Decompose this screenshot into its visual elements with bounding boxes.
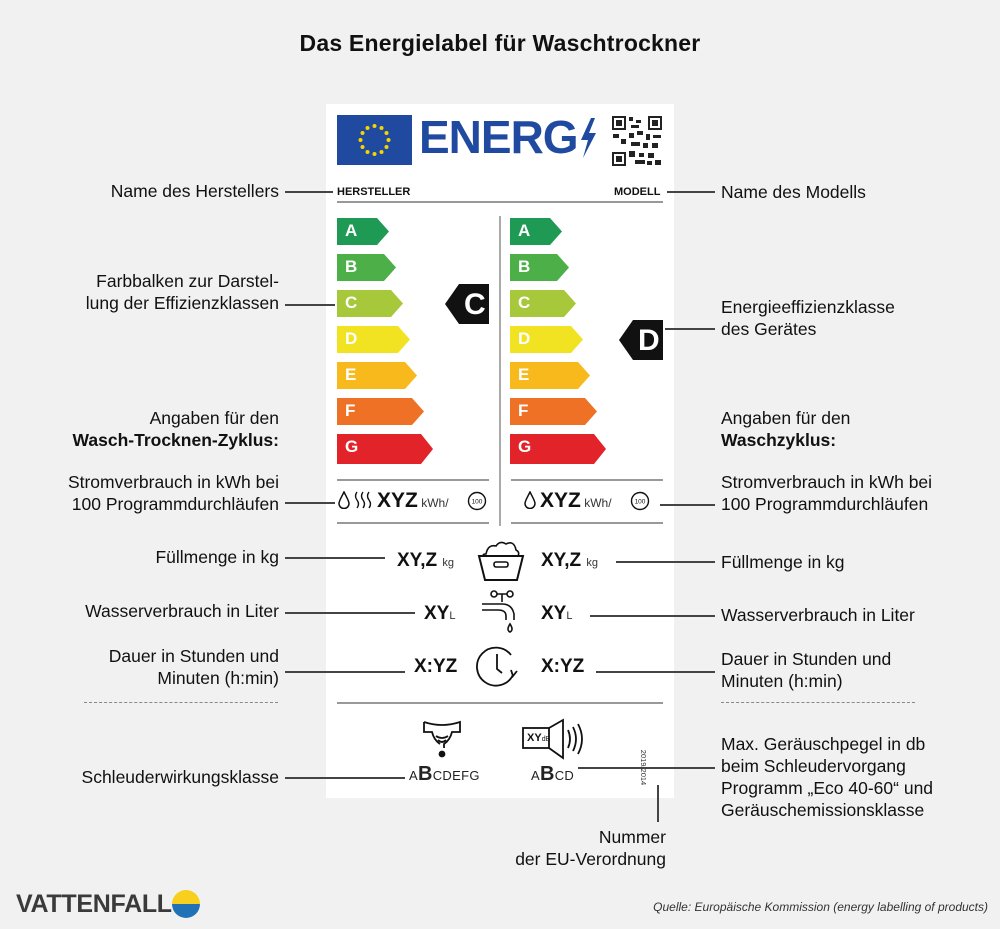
lightning-icon xyxy=(578,118,598,163)
capacity-value-wash-dry: XY,Z kg xyxy=(397,550,455,571)
divider xyxy=(337,479,489,481)
annotation-noise: Max. Geräuschpegel in db beim Schleudervo… xyxy=(721,734,934,820)
leader-line xyxy=(285,777,405,779)
annotation-duration-left: Dauer in Stunden und Minuten (h:min) xyxy=(108,646,279,688)
divider xyxy=(337,201,663,203)
leader-line xyxy=(578,767,715,769)
leader-line xyxy=(285,304,335,306)
svg-text:100: 100 xyxy=(635,499,646,506)
leader-line xyxy=(285,671,405,673)
scale-bar-a: A xyxy=(510,218,562,245)
water-value-wash-dry: XYL xyxy=(424,603,456,624)
qr-code-icon xyxy=(611,115,663,172)
scale-bar-f: F xyxy=(337,398,424,425)
annotation-capacity-left: Füllmenge in kg xyxy=(155,547,279,567)
leader-line xyxy=(596,671,715,673)
scale-bar-b: B xyxy=(510,254,569,281)
annotation-energy-class: Energieeffizienzklasse des Gerätes xyxy=(721,297,895,339)
leader-line xyxy=(590,615,715,617)
vattenfall-logo: VATTENFALL xyxy=(16,890,172,918)
svg-text:100: 100 xyxy=(472,499,483,506)
scale-bar-a: A xyxy=(337,218,389,245)
spin-shirt-icon xyxy=(420,718,464,765)
annotation-water-left: Wasserverbrauch in Liter xyxy=(85,601,279,621)
leader-line xyxy=(285,612,415,614)
page-title: Das Energielabel für Waschtrockner xyxy=(299,30,701,56)
annotation-power-wash: Stromverbrauch in kWh bei 100 Programmdur… xyxy=(721,472,933,514)
source-note: Quelle: Europäische Kommission (energy l… xyxy=(653,900,988,914)
annotation-wash-cycle: Angaben für den Waschzyklus: xyxy=(721,408,851,450)
annotation-capacity-right: Füllmenge in kg xyxy=(721,552,845,572)
100-cycles-icon: 100 xyxy=(466,491,488,516)
leader-line xyxy=(667,191,715,193)
class-indicator-wash-dry: C xyxy=(445,284,489,329)
noise-value: XYdB xyxy=(527,732,551,744)
energy-wordmark: ENERG xyxy=(419,111,579,163)
annotation-duration-right: Dauer in Stunden und Minuten (h:min) xyxy=(721,649,892,691)
noise-class-scale: ABCD xyxy=(531,763,575,785)
vattenfall-logo-icon xyxy=(171,889,201,924)
annotation-water-right: Wasserverbrauch in Liter xyxy=(721,605,915,625)
leader-line xyxy=(285,502,335,504)
annotation-regulation: Nummer der EU-Verordnung xyxy=(515,827,666,869)
scale-bar-f: F xyxy=(510,398,597,425)
scale-bar-d: D xyxy=(510,326,583,353)
divider xyxy=(511,522,663,524)
scale-bar-c: C xyxy=(337,290,403,317)
annotation-color-bars: Farbbalken zur Darstel-lung der Effizien… xyxy=(85,271,279,313)
leader-line xyxy=(285,191,333,193)
model-field: MODELL xyxy=(614,186,661,198)
annotation-manufacturer: Name des Herstellers xyxy=(110,181,279,201)
annotation-power-wash-dry: Stromverbrauch in kWh bei 100 Programmdur… xyxy=(67,472,279,514)
laundry-basket-icon xyxy=(476,538,526,589)
scale-bar-c: C xyxy=(510,290,576,317)
capacity-value-wash: XY,Z kg xyxy=(541,550,599,571)
class-indicator-wash: D xyxy=(619,320,663,365)
annotation-wash-dry-cycle: Angaben für den Wasch-Trocknen-Zyklus: xyxy=(72,408,279,450)
eu-flag-icon xyxy=(337,115,412,165)
scale-bar-e: E xyxy=(337,362,417,389)
manufacturer-field: HERSTELLER xyxy=(337,186,411,198)
energy-value-wash-dry: XYZ kWh/ xyxy=(377,489,449,512)
divider xyxy=(511,479,663,481)
annotation-model: Name des Modells xyxy=(721,182,866,202)
column-divider xyxy=(499,216,501,526)
divider xyxy=(337,522,489,524)
water-drop-icon xyxy=(524,490,536,514)
water-drop-icon xyxy=(338,490,350,514)
100-cycles-icon: 100 xyxy=(629,491,651,516)
duration-value-wash: X:YZ xyxy=(541,656,585,677)
water-value-wash: XYL xyxy=(541,603,573,624)
scale-bar-b: B xyxy=(337,254,396,281)
dashed-separator xyxy=(84,702,278,703)
leader-line xyxy=(665,328,715,330)
clock-icon xyxy=(475,645,521,694)
leader-line xyxy=(660,504,715,506)
divider xyxy=(337,702,663,704)
annotation-spin-class: Schleuderwirkungsklasse xyxy=(81,767,279,787)
water-tap-icon xyxy=(480,590,524,641)
heat-waves-icon xyxy=(354,491,374,514)
leader-line xyxy=(285,557,385,559)
leader-line xyxy=(657,785,659,822)
scale-bar-g: G xyxy=(510,434,606,464)
leader-line xyxy=(616,561,715,563)
energy-value-wash: XYZ kWh/ xyxy=(540,489,612,512)
duration-value-wash-dry: X:YZ xyxy=(414,656,458,677)
scale-bar-d: D xyxy=(337,326,410,353)
scale-bar-e: E xyxy=(510,362,590,389)
dashed-separator xyxy=(721,702,915,703)
speaker-noise-icon xyxy=(521,718,587,765)
spin-class-scale: ABCDEFG xyxy=(409,763,480,785)
scale-bar-g: G xyxy=(337,434,433,464)
